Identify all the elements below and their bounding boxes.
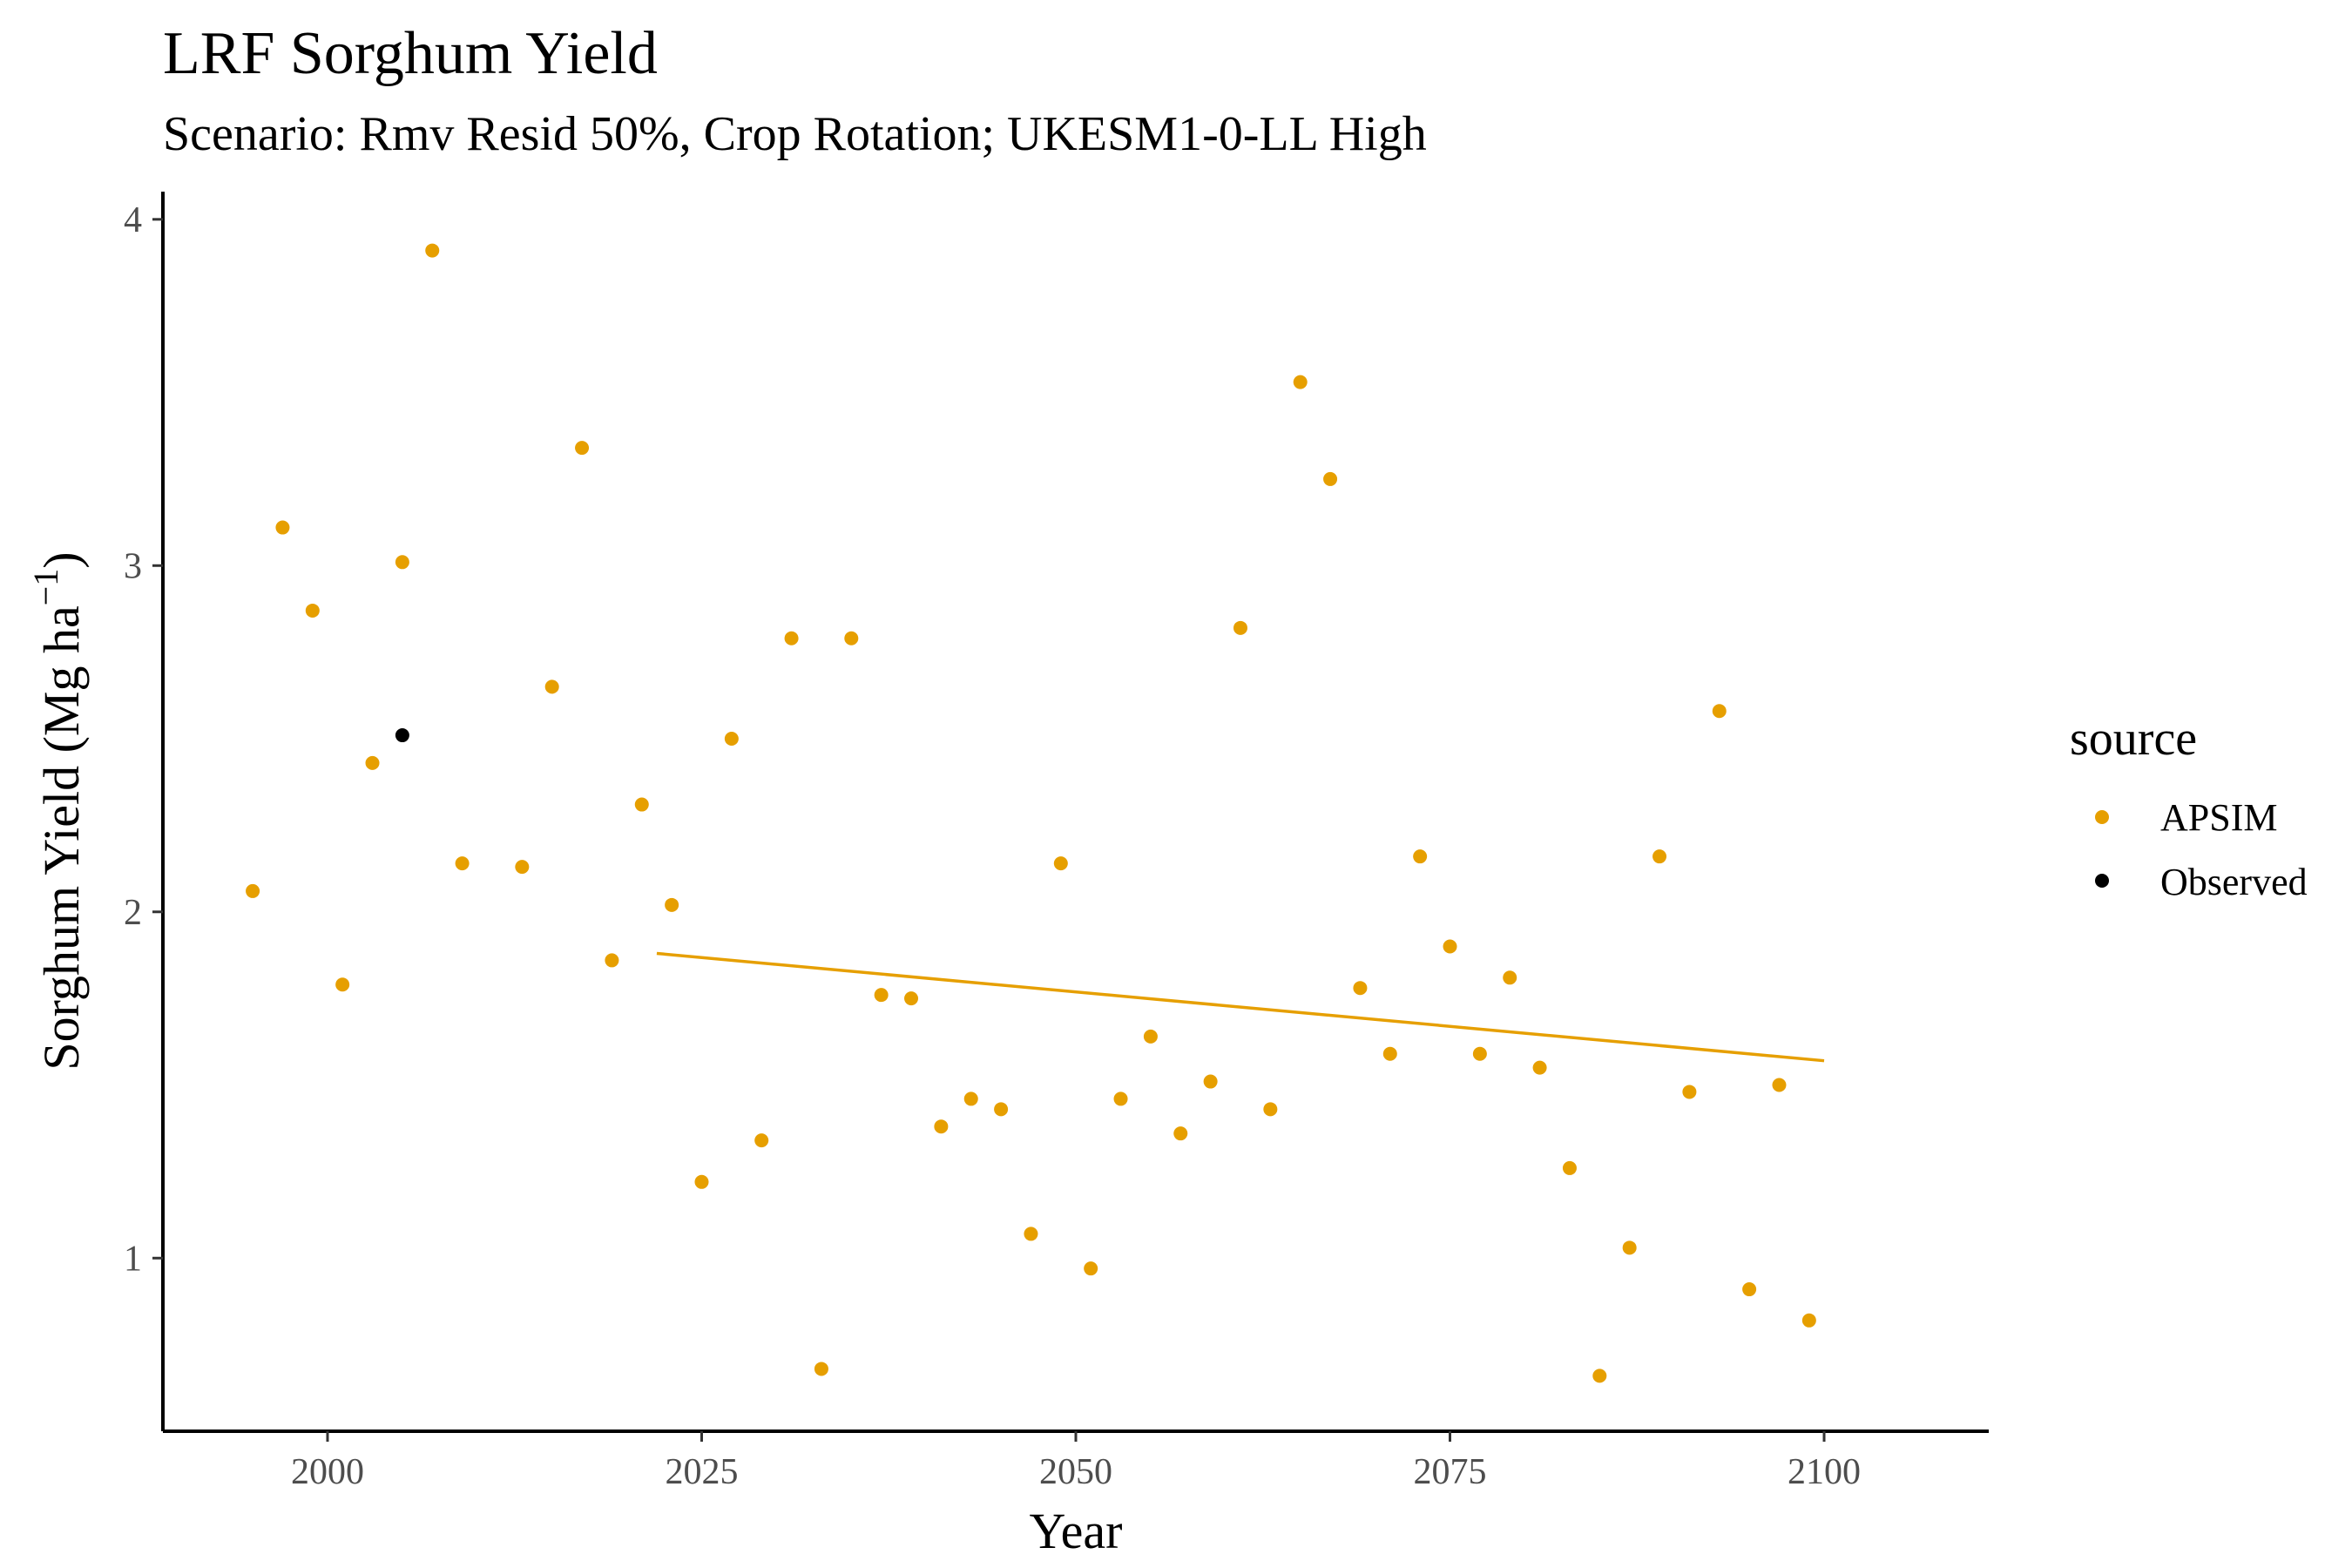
legend-key-observed (2095, 874, 2109, 888)
data-point-apsim (1413, 849, 1428, 864)
trend-line-apsim (656, 951, 1825, 1063)
data-point-apsim (246, 883, 260, 898)
data-point-apsim (934, 1119, 949, 1134)
data-point-apsim (1472, 1046, 1487, 1061)
y-axis-title-close: ) (33, 551, 90, 568)
data-point-apsim (1143, 1029, 1158, 1044)
data-point-apsim (425, 243, 440, 258)
data-point-apsim (1503, 970, 1517, 985)
y-tick-label: 4 (124, 200, 142, 240)
data-point-apsim (515, 860, 530, 875)
data-point-apsim (1024, 1227, 1038, 1241)
data-point-apsim (784, 631, 799, 645)
data-point-apsim (1532, 1060, 1547, 1075)
x-tick-label: 2000 (291, 1452, 364, 1492)
data-point-apsim (1443, 939, 1457, 954)
chart-title: LRF Sorghum Yield (163, 20, 658, 87)
y-tick-label: 1 (124, 1239, 142, 1279)
y-axis-title-sup: −1 (26, 569, 65, 606)
data-point-apsim (1682, 1085, 1697, 1099)
x-tick-label: 2025 (665, 1452, 738, 1492)
data-point-apsim (575, 441, 590, 456)
data-point-apsim (1233, 620, 1247, 635)
data-point-apsim (1203, 1074, 1218, 1089)
data-point-apsim (814, 1362, 828, 1376)
data-point-apsim (1712, 704, 1727, 719)
data-point-apsim (1263, 1102, 1278, 1117)
y-tick-label: 3 (124, 546, 142, 586)
data-point-apsim (634, 797, 649, 812)
x-axis-title: Year (1030, 1503, 1123, 1559)
data-point-apsim (335, 977, 350, 992)
data-point-apsim (365, 755, 380, 770)
y-axis-title-main: Sorghum Yield (Mg ha (33, 605, 90, 1070)
x-tick-label: 2050 (1039, 1452, 1112, 1492)
data-point-apsim (665, 897, 679, 912)
data-point-apsim (305, 603, 320, 618)
data-point-apsim (1353, 981, 1368, 996)
data-point-apsim (1622, 1240, 1637, 1255)
data-point-apsim (544, 679, 559, 694)
data-point-apsim (844, 631, 859, 645)
data-point-apsim (994, 1102, 1009, 1117)
legend-key-apsim (2095, 810, 2109, 824)
data-point-apsim (754, 1133, 769, 1148)
trend-layer (656, 951, 1825, 1063)
data-point-apsim (874, 988, 889, 1003)
legend-label-observed: Observed (2160, 861, 2308, 903)
y-axis-ticks: 1 2 3 4 (124, 200, 163, 1279)
legend: source APSIM Observed (2070, 712, 2308, 903)
data-point-apsim (1293, 375, 1308, 389)
data-point-observed (395, 728, 409, 743)
data-point-apsim (275, 520, 290, 535)
x-axis-ticks: 2000 2025 2050 2075 2100 (291, 1431, 1861, 1492)
points-layer (246, 243, 1816, 1383)
data-point-apsim (395, 555, 409, 570)
data-point-apsim (1084, 1261, 1098, 1276)
data-point-apsim (1173, 1126, 1188, 1141)
data-point-apsim (1562, 1160, 1577, 1175)
data-point-apsim (904, 991, 919, 1006)
chart-subtitle: Scenario: Rmv Resid 50%, Crop Rotation; … (163, 107, 1427, 161)
x-tick-label: 2075 (1414, 1452, 1487, 1492)
data-point-apsim (1652, 849, 1667, 864)
y-tick-label: 2 (124, 893, 142, 933)
data-point-apsim (1801, 1313, 1816, 1328)
data-point-apsim (963, 1092, 978, 1106)
legend-label-apsim: APSIM (2160, 796, 2278, 839)
plot-area: 2000 2025 2050 2075 2100 1 2 3 4 (124, 192, 1989, 1492)
x-tick-label: 2100 (1788, 1452, 1861, 1492)
data-point-apsim (1382, 1046, 1397, 1061)
data-point-apsim (1592, 1369, 1607, 1383)
data-point-apsim (455, 856, 470, 871)
data-point-apsim (605, 953, 619, 968)
data-point-apsim (1053, 856, 1068, 871)
data-point-apsim (1742, 1282, 1757, 1297)
y-axis-title: Sorghum Yield (Mg ha−1) (26, 551, 90, 1070)
legend-title: source (2070, 712, 2197, 766)
data-point-apsim (1323, 471, 1338, 486)
data-point-apsim (694, 1174, 709, 1189)
data-point-apsim (724, 732, 739, 747)
data-point-apsim (1772, 1078, 1787, 1092)
data-point-apsim (1113, 1092, 1128, 1106)
